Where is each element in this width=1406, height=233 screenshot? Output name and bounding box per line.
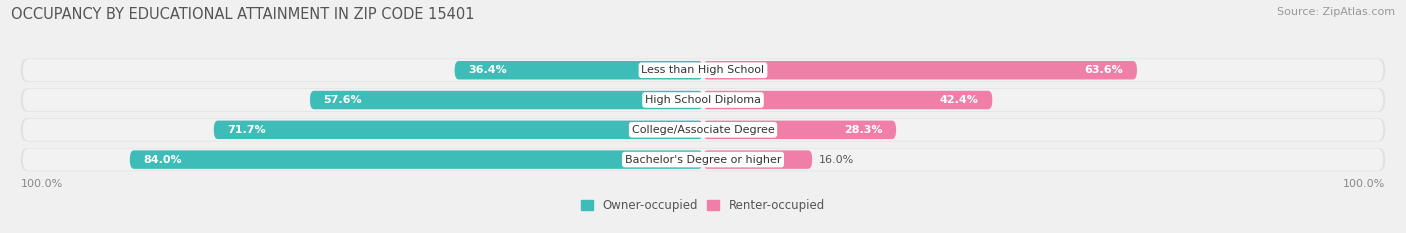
Text: Less than High School: Less than High School (641, 65, 765, 75)
FancyBboxPatch shape (703, 61, 1137, 79)
Legend: Owner-occupied, Renter-occupied: Owner-occupied, Renter-occupied (581, 199, 825, 212)
Text: 71.7%: 71.7% (228, 125, 266, 135)
FancyBboxPatch shape (21, 59, 1385, 82)
Text: 16.0%: 16.0% (818, 154, 855, 164)
FancyBboxPatch shape (454, 61, 703, 79)
Text: 28.3%: 28.3% (844, 125, 883, 135)
Text: 36.4%: 36.4% (468, 65, 508, 75)
FancyBboxPatch shape (703, 120, 896, 139)
FancyBboxPatch shape (703, 91, 993, 109)
FancyBboxPatch shape (22, 89, 1384, 111)
Text: 100.0%: 100.0% (1343, 179, 1385, 189)
FancyBboxPatch shape (21, 88, 1385, 112)
FancyBboxPatch shape (214, 120, 703, 139)
FancyBboxPatch shape (703, 150, 813, 169)
FancyBboxPatch shape (129, 150, 703, 169)
Text: High School Diploma: High School Diploma (645, 95, 761, 105)
FancyBboxPatch shape (22, 119, 1384, 141)
Text: 42.4%: 42.4% (939, 95, 979, 105)
Text: Bachelor's Degree or higher: Bachelor's Degree or higher (624, 154, 782, 164)
Text: 57.6%: 57.6% (323, 95, 363, 105)
Text: 63.6%: 63.6% (1084, 65, 1123, 75)
Text: Source: ZipAtlas.com: Source: ZipAtlas.com (1277, 7, 1395, 17)
FancyBboxPatch shape (21, 118, 1385, 141)
Text: College/Associate Degree: College/Associate Degree (631, 125, 775, 135)
FancyBboxPatch shape (21, 148, 1385, 171)
FancyBboxPatch shape (22, 149, 1384, 171)
FancyBboxPatch shape (22, 59, 1384, 81)
Text: 100.0%: 100.0% (21, 179, 63, 189)
FancyBboxPatch shape (309, 91, 703, 109)
Text: OCCUPANCY BY EDUCATIONAL ATTAINMENT IN ZIP CODE 15401: OCCUPANCY BY EDUCATIONAL ATTAINMENT IN Z… (11, 7, 475, 22)
Text: 84.0%: 84.0% (143, 154, 183, 164)
